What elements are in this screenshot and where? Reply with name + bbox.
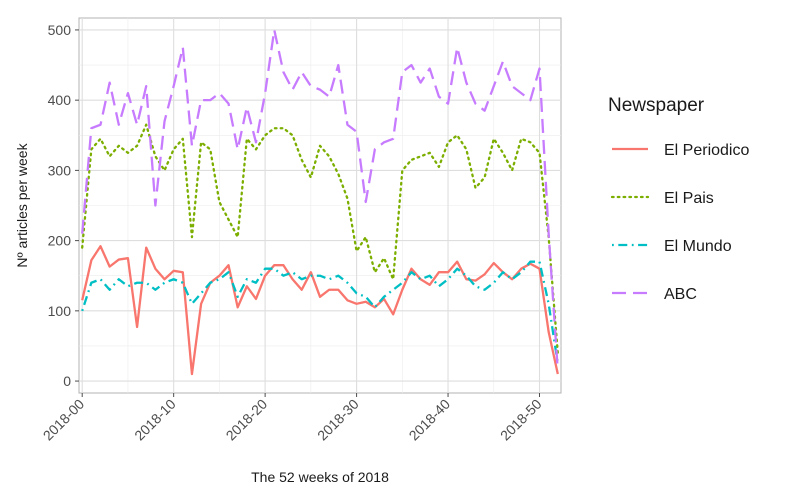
series-line-el-mundo <box>81 260 559 364</box>
y-tick-label: 300 <box>48 162 72 178</box>
y-axis: 0 100 200 300 400 500 <box>48 22 79 389</box>
series-line-el-pais <box>81 123 559 355</box>
legend-label-el-mundo: El Mundo <box>664 238 732 255</box>
legend-title: Newspaper <box>608 95 705 116</box>
y-axis-title: Nº articles per week <box>14 142 30 267</box>
y-tick-label: 400 <box>48 92 72 108</box>
y-tick-label: 100 <box>48 303 72 319</box>
y-tick-label: 0 <box>63 373 71 389</box>
x-axis: 2018-00 2018-10 2018-20 2018-30 2018-40 2018-… <box>40 393 545 443</box>
series-line-abc <box>81 28 559 371</box>
y-tick-label: 500 <box>48 22 72 38</box>
legend: Newspaper El Periodico El Pais El Mundo ABC <box>608 95 749 303</box>
x-tick-label: 2018-10 <box>131 396 179 444</box>
x-tick-label: 2018-30 <box>314 396 362 444</box>
x-tick-label: 2018-40 <box>406 396 454 444</box>
x-tick-label: 2018-20 <box>223 396 271 444</box>
series-lines <box>81 28 559 376</box>
legend-label-abc: ABC <box>664 286 697 303</box>
legend-label-el-periodico: El Periodico <box>664 142 749 159</box>
x-tick-label: 2018-50 <box>497 396 545 444</box>
legend-label-el-pais: El Pais <box>664 190 714 207</box>
x-axis-title: The 52 weeks of 2018 <box>251 469 389 485</box>
y-tick-label: 200 <box>48 233 72 249</box>
x-tick-label: 2018-00 <box>40 396 88 444</box>
series-line-el-periodico <box>81 245 559 376</box>
